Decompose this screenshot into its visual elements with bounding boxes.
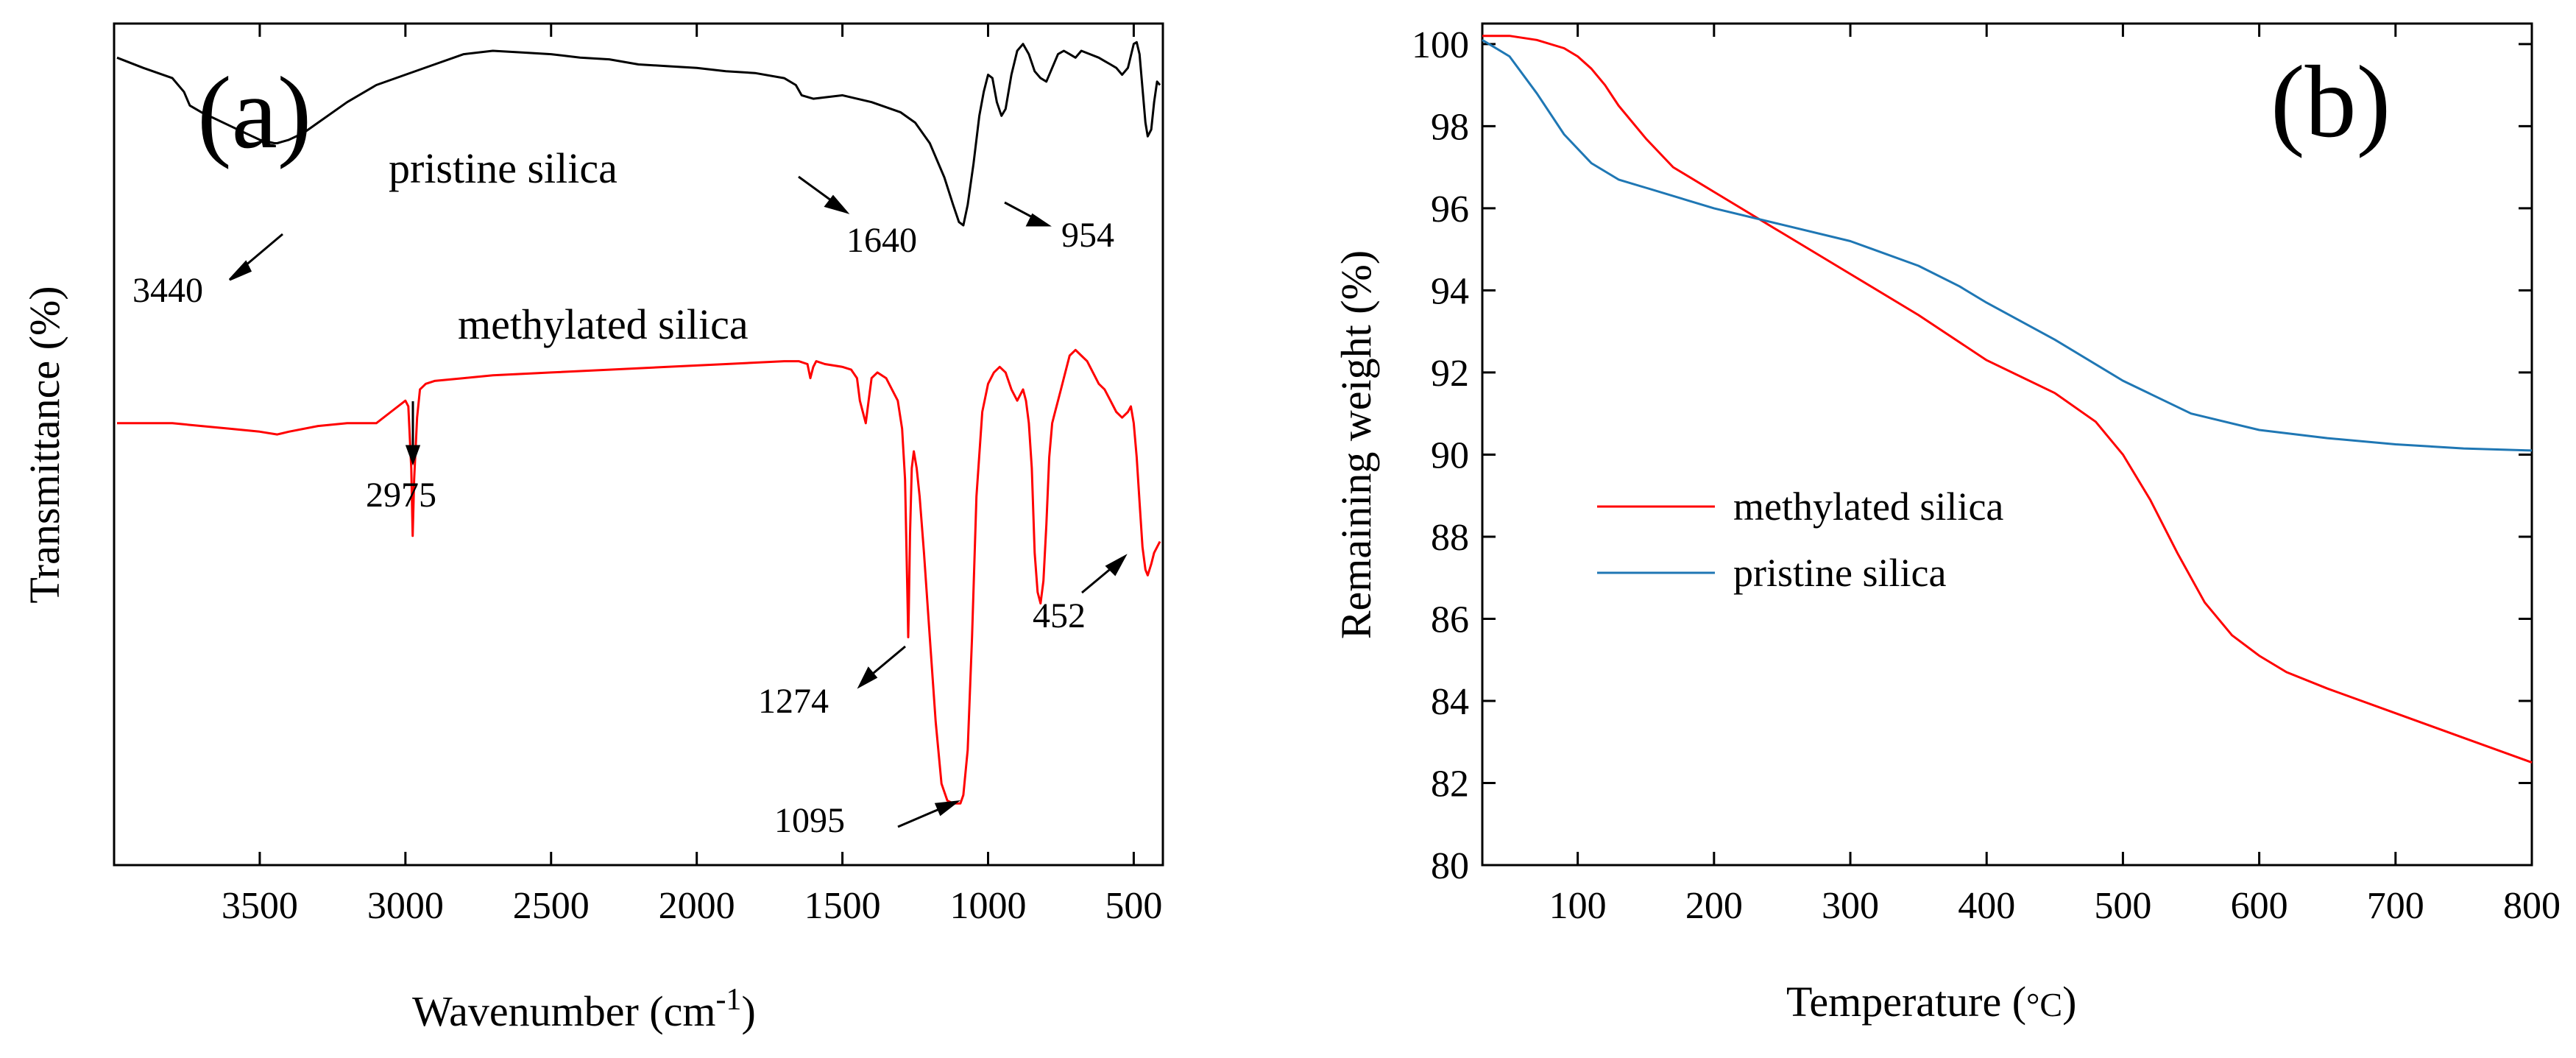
peak-label-452: 452: [1033, 596, 1086, 635]
panel-a-x-ticks: [258, 24, 1135, 865]
panel-b-y-tick-label: 84: [1431, 681, 1469, 723]
legend-label-pristine: pristine silica: [1733, 551, 1946, 595]
panel-a-ftir: 3500 3000 2500 2000 1500 1000 500 (a) pristine…: [21, 22, 1164, 1035]
panel-b-y-tick-label: 96: [1431, 188, 1469, 230]
panel-b-y-tick-label: 82: [1431, 763, 1469, 805]
panel-a-x-tick-label: 1500: [804, 885, 881, 927]
panel-b-y-tick-label: 80: [1431, 845, 1469, 887]
panel-b-y-tick-label: 86: [1431, 599, 1469, 641]
panel-b-tga: 100 200 300 400 500 600 700 800 80 82 84 86 88 90 92 9…: [1332, 22, 2561, 1026]
panel-a-y-axis-title: Transmittance (%): [21, 286, 68, 603]
annotation-methylated-silica: methylated silica: [458, 300, 749, 348]
panel-a-series-methylated-silica: [117, 348, 1161, 805]
panel-b-y-tick-label: 90: [1431, 434, 1469, 476]
panel-b-x-tick-label: 700: [2367, 885, 2424, 927]
arrow-1095-head: [934, 800, 961, 817]
panel-b-y-tick-label: 100: [1412, 24, 1469, 66]
panel-b-y-axis-title: Remaining weight (%): [1332, 250, 1380, 639]
panel-a-x-tick-label: 3000: [367, 885, 444, 927]
panel-a-x-axis-title: Wavenumber (cm-1): [412, 983, 756, 1035]
panel-b-x-tick-label: 500: [2094, 885, 2151, 927]
legend: methylated silica pristine silica: [1597, 484, 2003, 595]
panel-b-y-tick-label: 94: [1431, 270, 1469, 312]
panel-b-y-tick-label: 88: [1431, 517, 1469, 559]
panel-b-x-tick-label: 800: [2503, 885, 2561, 927]
panel-b-plot-frame: [1481, 22, 2533, 867]
annotation-pristine-silica: pristine silica: [389, 144, 618, 192]
panel-b-x-tick-label: 100: [1549, 885, 1607, 927]
arrow-1274-head: [857, 666, 878, 689]
panel-b-x-tick-label: 400: [1958, 885, 2015, 927]
panel-b-y-ticks: [1482, 43, 2532, 867]
legend-label-methylated: methylated silica: [1733, 484, 2003, 529]
panel-a-x-tick-label: 2000: [659, 885, 735, 927]
panel-b-series-methylated-silica: [1482, 35, 2533, 764]
peak-label-1095: 1095: [774, 801, 845, 840]
panel-b-x-tick-label: 300: [1822, 885, 1879, 927]
panel-b-x-axis-title: Temperature (°C): [1786, 978, 2076, 1026]
panel-b-x-title-close: ): [2062, 978, 2076, 1026]
panel-a-x-title-close: ): [741, 987, 755, 1035]
panel-a-x-tick-labels: 3500 3000 2500 2000 1500 1000 500: [222, 885, 1162, 927]
peak-label-1274: 1274: [758, 682, 829, 721]
arrow-2975-head: [405, 445, 421, 466]
panel-a-x-title-main: Wavenumber (cm: [412, 987, 715, 1035]
panel-a-x-tick-label: 3500: [222, 885, 298, 927]
panel-b-x-tick-label: 600: [2231, 885, 2288, 927]
panel-b-x-ticks: [1577, 24, 2533, 865]
peak-label-954: 954: [1061, 216, 1114, 255]
panel-a-series: [116, 40, 1161, 805]
peak-arrows: [228, 175, 1128, 828]
panel-b-y-tick-labels: 80 82 84 86 88 90 92 94 96 98 100: [1412, 24, 1469, 887]
panel-a-x-title-sup: -1: [715, 983, 741, 1017]
panel-a-x-tick-label: 2500: [513, 885, 590, 927]
arrow-1640-head: [824, 194, 850, 214]
panel-a-x-tick-label: 1000: [950, 885, 1027, 927]
peak-label-1640: 1640: [846, 221, 917, 260]
panel-b-series: [1482, 35, 2533, 764]
panel-b-x-title-main: Temperature (: [1786, 978, 2026, 1026]
panel-b-x-tick-label: 200: [1685, 885, 1743, 927]
panel-a-series-pristine-silica: [116, 40, 1161, 227]
arrow-954-head: [1025, 213, 1052, 227]
panel-b-series-pristine-silica: [1482, 39, 2533, 452]
peak-label-2975: 2975: [366, 476, 436, 515]
panel-a-plot-frame: [113, 22, 1164, 867]
panel-a-label: (a): [197, 56, 311, 170]
panel-b-x-title-unit: °C: [2026, 986, 2062, 1023]
arrow-452-head: [1105, 554, 1128, 576]
panel-b-y-tick-label: 98: [1431, 106, 1469, 148]
panel-b-label: (b): [2271, 45, 2391, 159]
panel-b-x-tick-labels: 100 200 300 400 500 600 700 800: [1549, 885, 2561, 927]
arrow-3440-head: [228, 260, 252, 281]
panel-b-y-tick-label: 92: [1431, 353, 1469, 395]
peak-label-3440: 3440: [132, 271, 203, 310]
panel-a-x-tick-label: 500: [1105, 885, 1162, 927]
